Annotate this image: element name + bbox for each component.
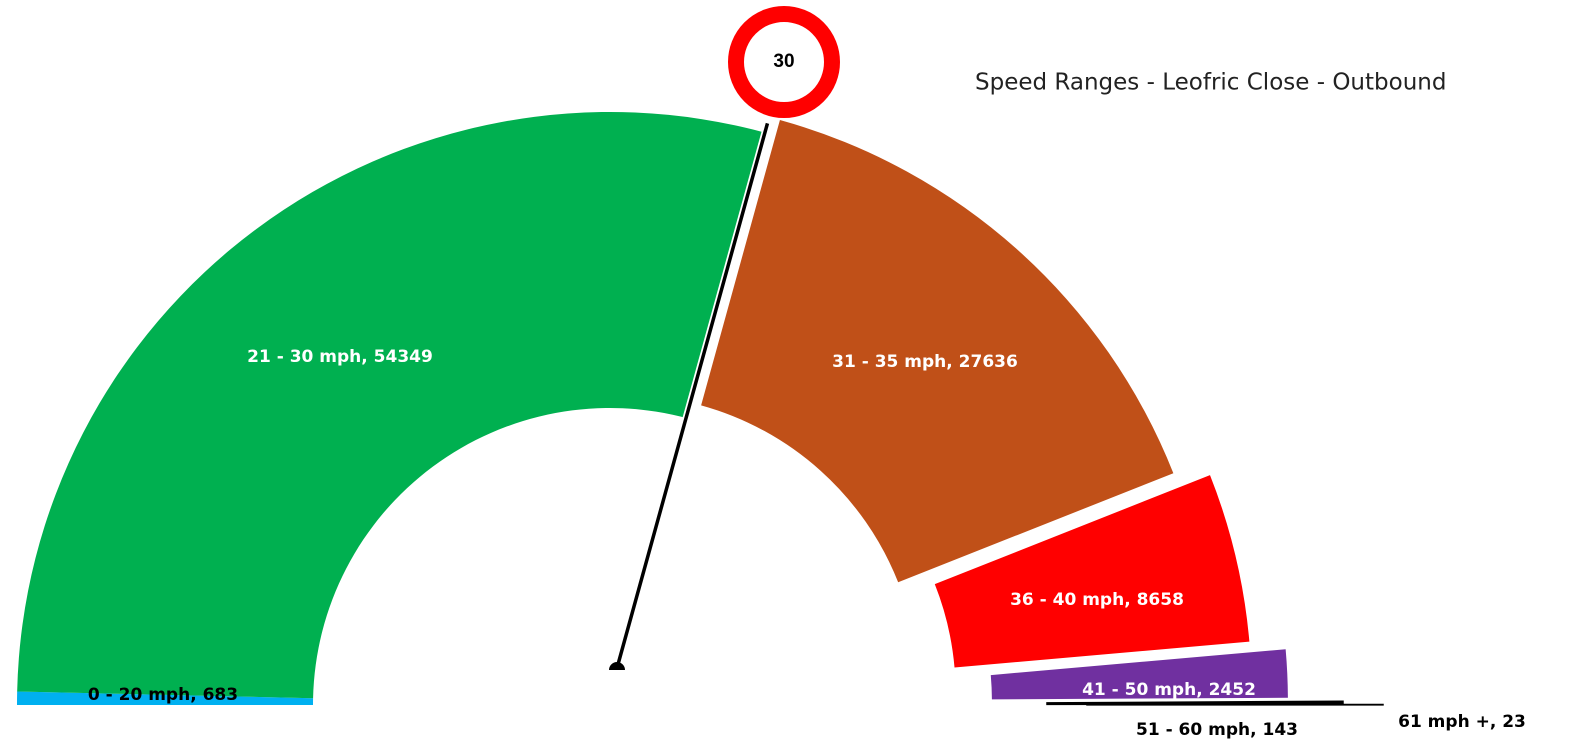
needle xyxy=(615,122,770,669)
data-label: 61 mph +, 23 xyxy=(1398,712,1526,732)
segment xyxy=(990,649,1288,700)
chart-title: Speed Ranges - Leofric Close - Outbound xyxy=(975,70,1446,96)
segment xyxy=(701,120,1174,583)
data-label: 21 - 30 mph, 54349 xyxy=(247,347,433,367)
speed-sign xyxy=(728,6,840,118)
speed-sign-label: 30 xyxy=(773,51,794,72)
data-label: 31 - 35 mph, 27636 xyxy=(832,352,1018,372)
needle-base xyxy=(609,662,625,670)
data-label: 41 - 50 mph, 2452 xyxy=(1082,680,1256,700)
segment xyxy=(934,475,1250,668)
data-label: 51 - 60 mph, 143 xyxy=(1136,720,1298,740)
segment xyxy=(17,691,314,705)
segment xyxy=(17,111,768,699)
data-label: 0 - 20 mph, 683 xyxy=(88,685,238,705)
segment xyxy=(1046,700,1344,706)
data-label: 36 - 40 mph, 8658 xyxy=(1010,590,1184,610)
